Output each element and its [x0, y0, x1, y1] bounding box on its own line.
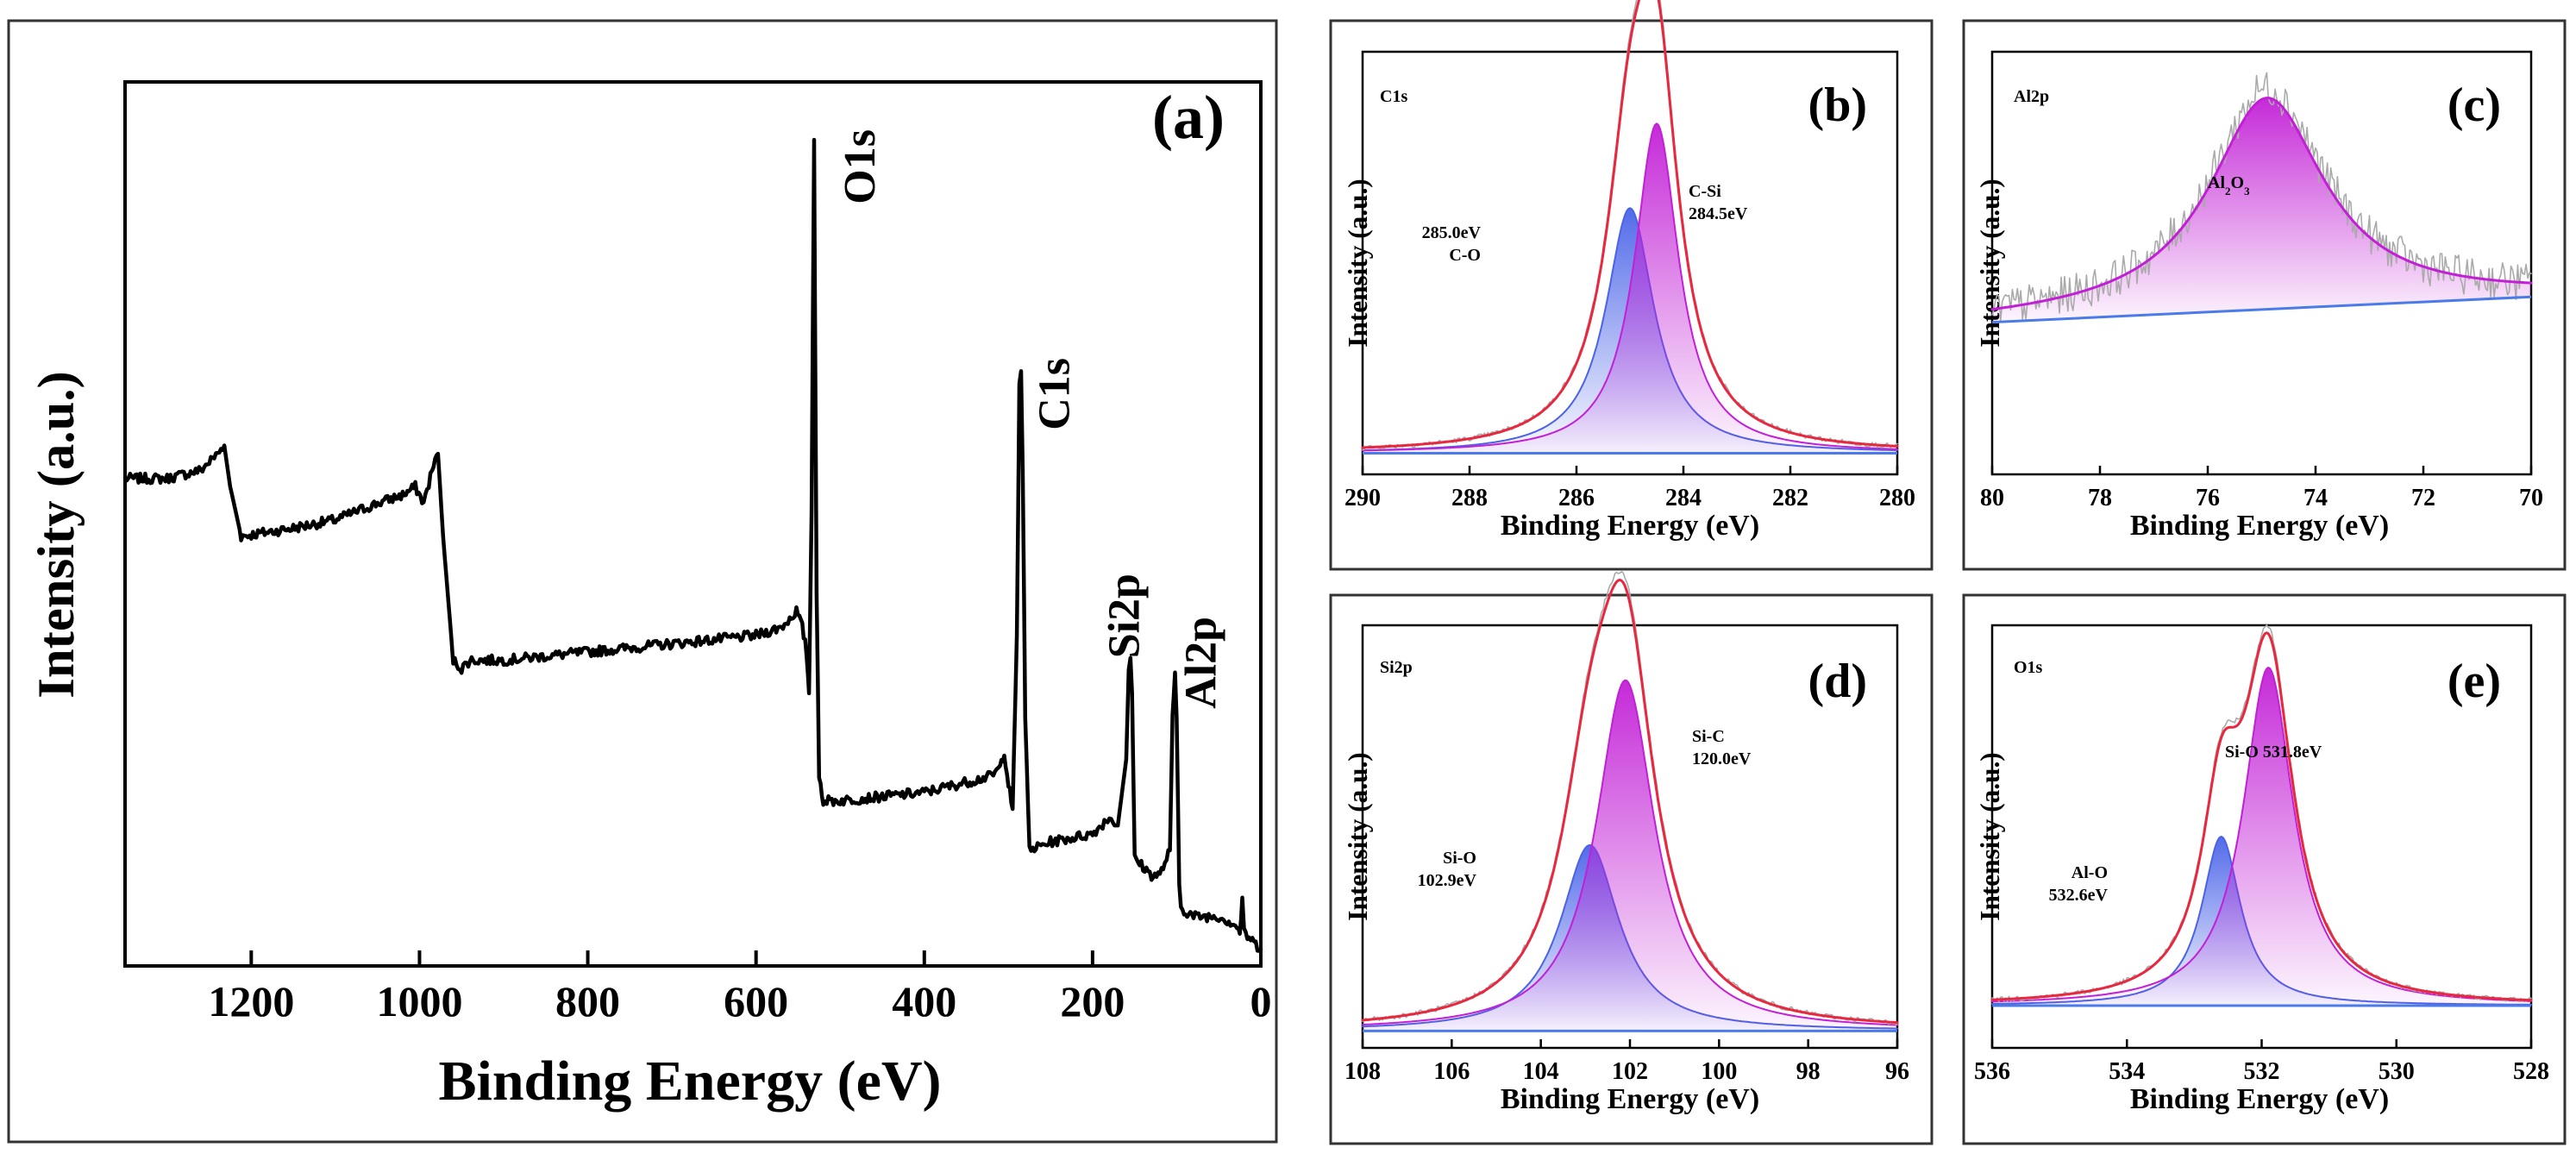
y-axis-label: Intensity (a.u.) — [1343, 752, 1373, 920]
x-tick-label: 290 — [1344, 485, 1381, 511]
component-annotation: 285.0eV C-O — [1422, 223, 1482, 265]
panel-frame-a — [7, 19, 1278, 1144]
x-tick-label: 104 — [1523, 1058, 1559, 1085]
x-tick-label: 534 — [2109, 1058, 2145, 1085]
x-tick-label: 0 — [1250, 977, 1272, 1025]
x-tick-label: 80 — [1980, 485, 2004, 511]
component-annotation: Al2O3 — [2208, 173, 2250, 198]
component-peak-line — [1362, 122, 1898, 452]
chart-a: 1200 1000 800 600 400 200 0 Binding Energy (eV)… — [28, 80, 1272, 1113]
element-label: Si2p — [1380, 658, 1413, 677]
x-tick-label: 530 — [2379, 1058, 2415, 1085]
panel-frame-b — [1329, 19, 1934, 571]
x-axis-label: Binding Energy (eV) — [2130, 1083, 2389, 1115]
component-annotation: Si-O 102.9eV — [1418, 849, 1477, 890]
x-tick-label: 108 — [1344, 1058, 1381, 1085]
background-line — [1991, 295, 2532, 324]
x-tick-label: 72 — [2411, 485, 2435, 511]
x-tick-label: 800 — [555, 977, 620, 1025]
component-annotation: Si-O 531.8eV — [2225, 743, 2322, 762]
x-axis-label: Binding Energy (eV) — [1501, 1083, 1759, 1115]
x-tick-label: 98 — [1796, 1058, 1821, 1085]
x-tick-label: 102 — [1612, 1058, 1648, 1085]
x-tick-label: 288 — [1451, 485, 1488, 511]
component-fill — [1992, 97, 2531, 323]
y-axis-label: Intensity (a.u.) — [1343, 179, 1373, 347]
panel-frame-c — [1962, 19, 2567, 571]
raw-data-line — [1991, 72, 2532, 322]
chart-d: 108 106 104 102 100 98 96 Binding Energy (eV) In… — [1343, 571, 1909, 1115]
x-tick-label: 200 — [1060, 977, 1125, 1025]
x-tick-label: 96 — [1885, 1058, 1909, 1085]
raw-data-line — [1991, 624, 2532, 1003]
component-peak-line — [1362, 679, 1898, 1026]
chart-e: 536 534 532 530 528 Binding Energy (eV) Intens… — [1974, 624, 2549, 1115]
component-fill — [1363, 680, 1897, 1031]
x-tick-label: 70 — [2519, 485, 2543, 511]
x-tick-label: 78 — [2088, 485, 2112, 511]
x-tick-label: 106 — [1433, 1058, 1470, 1085]
x-tick-label: 280 — [1879, 485, 1915, 511]
plot-area-a — [123, 80, 1263, 968]
x-tick-label: 536 — [1974, 1058, 2010, 1085]
x-tick-label: 400 — [892, 977, 956, 1025]
x-tick-label: 100 — [1701, 1058, 1737, 1085]
component-annotation: Al-O 532.6eV — [2049, 863, 2109, 905]
panel-frame-e — [1962, 593, 2567, 1145]
panel-label: (e) — [2448, 655, 2501, 708]
x-tick-label: 532 — [2244, 1058, 2280, 1085]
envelope-fit-line — [1361, 579, 1899, 1025]
x-tick-label: 286 — [1558, 485, 1595, 511]
panel-label: (b) — [1808, 78, 1867, 132]
component-fill — [1992, 668, 2531, 1006]
panel-label: (c) — [2448, 78, 2501, 132]
y-axis-label: Intensity (a.u.) — [28, 371, 85, 699]
panel-label: (a) — [1152, 83, 1225, 152]
x-tick-label: 74 — [2303, 485, 2328, 511]
peak-annotation: Al2p — [1176, 617, 1225, 709]
peak-annotation: O1s — [836, 129, 885, 204]
x-tick-label: 284 — [1665, 485, 1702, 511]
element-label: Al2p — [2014, 87, 2049, 106]
x-axis-label: Binding Energy (eV) — [2130, 510, 2389, 542]
panel-label: (d) — [1808, 655, 1867, 708]
element-label: O1s — [2014, 658, 2043, 677]
survey-spectrum-line — [122, 137, 1263, 953]
x-axis-label: Binding Energy (eV) — [1501, 510, 1759, 542]
envelope-fit-line — [1990, 97, 2533, 311]
x-tick-label: 76 — [2196, 485, 2220, 511]
x-tick-label: 600 — [724, 977, 788, 1025]
y-axis-label: Intensity (a.u.) — [1975, 752, 2005, 920]
component-annotation: Si-C 120.0eV — [1692, 727, 1752, 768]
peak-annotation: C1s — [1030, 358, 1079, 430]
x-axis-label: Binding Energy (eV) — [438, 1050, 941, 1113]
x-tick-label: 282 — [1772, 485, 1808, 511]
component-annotation: C-Si 284.5eV — [1689, 182, 1748, 223]
chart-b: 290 288 286 284 282 280 Binding Energy (eV) Int… — [1343, 0, 1915, 542]
x-tick-label: 528 — [2513, 1058, 2549, 1085]
component-peak-line — [1991, 667, 2532, 1003]
panel-frame-d — [1329, 593, 1934, 1145]
x-tick-label: 1200 — [208, 977, 294, 1025]
peak-annotation: Si2p — [1100, 574, 1150, 658]
envelope-fit-line — [1990, 631, 2533, 1002]
plot-area-c — [1990, 50, 2533, 476]
x-tick-label: 1000 — [376, 977, 462, 1025]
envelope-fit-line — [1361, 0, 1899, 449]
element-label: C1s — [1380, 87, 1407, 106]
chart-layer: 1200 1000 800 600 400 200 0 Binding Energy (eV)… — [28, 0, 2549, 1115]
